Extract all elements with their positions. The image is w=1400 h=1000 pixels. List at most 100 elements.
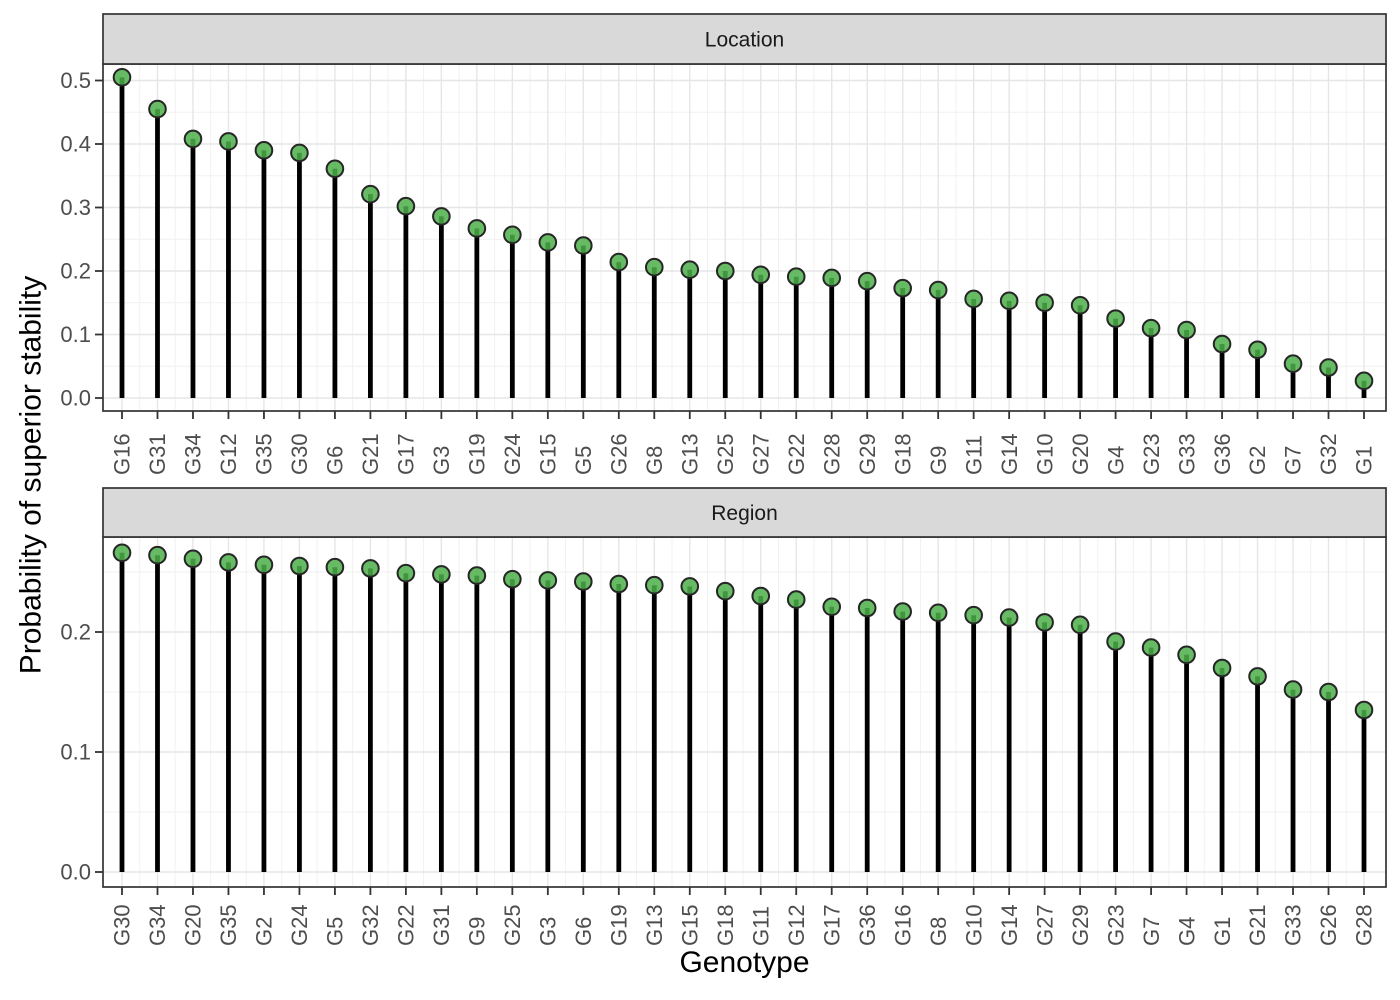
x-tick-label: G1 [1352, 446, 1377, 475]
lollipop-point [254, 141, 274, 160]
lollipop-point [112, 68, 132, 87]
lollipop-point [786, 590, 806, 609]
lollipop-point [857, 271, 877, 291]
lollipop-point [893, 602, 912, 621]
x-tick-label: G4 [1103, 446, 1128, 475]
x-tick-label: G4 [1174, 917, 1199, 946]
x-tick-label: G21 [1245, 904, 1270, 946]
lollipop-point [964, 289, 983, 309]
x-tick-label: G24 [500, 433, 525, 475]
lollipop-point [503, 225, 522, 245]
lollipop-point [999, 291, 1019, 311]
y-tick-label: 0.4 [60, 132, 91, 157]
lollipop-point [822, 597, 842, 617]
lollipop-point [1106, 632, 1125, 651]
lollipop-point [1070, 615, 1090, 635]
facet-strip-label: Location [705, 28, 784, 51]
x-tick-label: G13 [677, 433, 702, 475]
lollipop-point [503, 569, 522, 589]
x-tick-label: G15 [677, 904, 702, 946]
lollipop-point [467, 566, 487, 585]
lollipop-point [680, 260, 700, 280]
lollipop-point [290, 143, 309, 163]
x-tick-label: G27 [1032, 904, 1057, 946]
x-tick-label: G22 [784, 433, 809, 475]
x-tick-label: G28 [1352, 904, 1377, 946]
facet-strip-label: Region [711, 502, 778, 525]
lollipop-point [183, 129, 203, 149]
x-tick-label: G30 [110, 904, 135, 946]
x-tick-label: G3 [536, 917, 561, 946]
lollipop-point [1283, 354, 1303, 374]
y-tick-label: 0.2 [60, 620, 91, 645]
lollipop-point [644, 575, 664, 595]
x-tick-label: G29 [1068, 904, 1093, 946]
x-tick-label: G29 [855, 433, 880, 475]
lollipop-point [1354, 371, 1374, 391]
x-tick-label: G6 [323, 446, 348, 475]
x-tick-label: G25 [500, 904, 525, 946]
lollipop-point [361, 184, 380, 204]
x-tick-label: G35 [252, 433, 277, 475]
x-tick-label: G2 [252, 917, 277, 946]
y-tick-label: 0.0 [60, 860, 91, 885]
lollipop-point [148, 99, 167, 119]
x-tick-label: G36 [855, 904, 880, 946]
y-tick-label: 0.2 [60, 259, 91, 284]
x-tick-label: G5 [323, 917, 348, 946]
lollipop-point [1141, 318, 1161, 338]
x-tick-label: G27 [748, 433, 773, 475]
lollipop-point [1035, 293, 1054, 313]
x-tick-label: G31 [429, 904, 454, 946]
y-axis-title: Probability of superior stability [15, 276, 48, 675]
lollipop-point [1248, 667, 1267, 686]
x-tick-label: G20 [181, 904, 206, 946]
x-tick-label: G24 [287, 904, 312, 946]
x-tick-label: G35 [216, 904, 241, 946]
x-tick-label: G32 [1316, 433, 1341, 475]
x-tick-label: G18 [890, 433, 915, 475]
x-tick-label: G16 [890, 904, 915, 946]
x-tick-label: G9 [926, 446, 951, 475]
lollipop-point [999, 608, 1019, 627]
x-tick-label: G1 [1210, 917, 1235, 946]
lollipop-point [964, 605, 983, 625]
lollipop-point [1248, 340, 1267, 360]
lollipop-point [1035, 613, 1054, 632]
facet-strip [102, 487, 1387, 538]
y-tick-label: 0.0 [60, 386, 91, 411]
x-tick-label: G5 [571, 446, 596, 475]
x-tick-label: G12 [216, 433, 241, 475]
lollipop-point [1283, 680, 1303, 699]
lollipop-point [893, 278, 912, 298]
y-tick-label: 0.5 [60, 68, 91, 93]
lollipop-point [1177, 320, 1196, 340]
x-tick-label: G28 [819, 433, 844, 475]
x-tick-label: G25 [713, 433, 738, 475]
lollipop-point [432, 207, 451, 226]
lollipop-point [325, 159, 345, 179]
x-tick-label: G3 [429, 446, 454, 475]
x-tick-label: G11 [961, 435, 986, 475]
lollipop-point [1212, 334, 1232, 354]
x-tick-label: G33 [1174, 433, 1199, 475]
lollipop-point [219, 132, 238, 151]
lollipop-point [432, 565, 451, 584]
lollipop-point [1177, 645, 1196, 665]
lollipop-point [680, 577, 700, 596]
x-tick-label: G21 [358, 433, 383, 475]
x-tick-label: G20 [1068, 433, 1093, 475]
x-tick-label: G2 [1245, 446, 1270, 475]
x-tick-label: G23 [1139, 433, 1164, 475]
lollipop-point [715, 261, 735, 281]
lollipop-point [219, 553, 238, 572]
x-tick-label: G16 [110, 433, 135, 475]
lollipop-point [361, 559, 380, 578]
x-tick-label: G36 [1210, 433, 1235, 475]
x-tick-label: G26 [607, 433, 632, 475]
x-tick-label: G34 [145, 904, 170, 946]
lollipop-point [1212, 658, 1232, 678]
x-tick-label: G26 [1316, 904, 1341, 946]
